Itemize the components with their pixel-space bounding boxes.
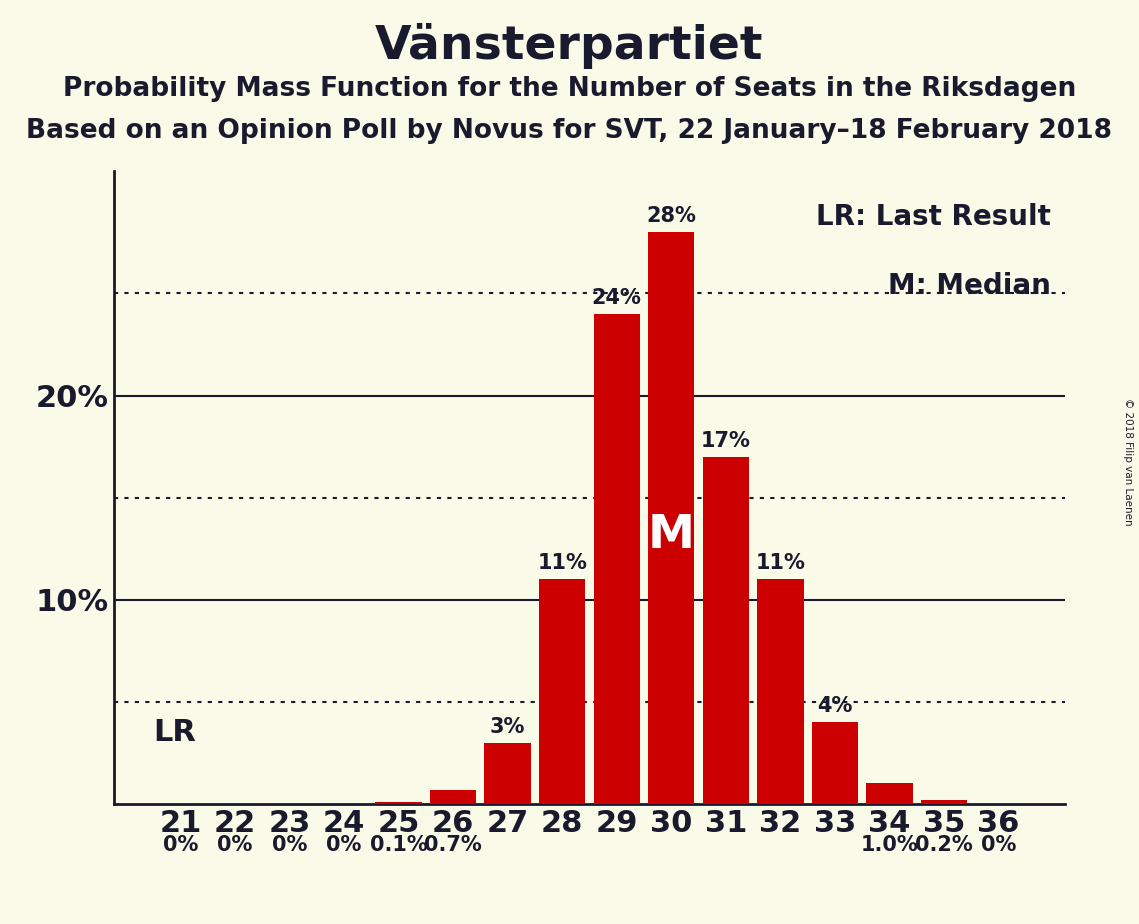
Bar (920, 800, 967, 804)
Text: 0%: 0% (326, 834, 362, 855)
Text: 0.2%: 0.2% (915, 834, 973, 855)
Text: M: Median: M: Median (887, 273, 1050, 300)
Text: 28%: 28% (646, 206, 696, 226)
Text: 0%: 0% (981, 834, 1016, 855)
Text: 17%: 17% (700, 431, 751, 451)
Bar (376, 802, 421, 804)
Text: Based on an Opinion Poll by Novus for SVT, 22 January–18 February 2018: Based on an Opinion Poll by Novus for SV… (26, 118, 1113, 144)
Text: 24%: 24% (592, 287, 641, 308)
Bar (812, 723, 858, 804)
Bar (539, 579, 585, 804)
Text: 4%: 4% (817, 696, 853, 716)
Text: 0%: 0% (272, 834, 308, 855)
Text: 0%: 0% (218, 834, 253, 855)
Text: M: M (648, 513, 695, 558)
Text: 1.0%: 1.0% (861, 834, 918, 855)
Text: 11%: 11% (538, 553, 587, 573)
Bar (484, 743, 531, 804)
Bar (429, 790, 476, 804)
Bar (867, 784, 912, 804)
Text: 11%: 11% (755, 553, 805, 573)
Bar (648, 232, 695, 804)
Text: 0%: 0% (163, 834, 198, 855)
Text: Probability Mass Function for the Number of Seats in the Riksdagen: Probability Mass Function for the Number… (63, 76, 1076, 102)
Text: Vänsterpartiet: Vänsterpartiet (375, 23, 764, 69)
Text: 0.7%: 0.7% (424, 834, 482, 855)
Text: LR: LR (153, 718, 196, 747)
Text: LR: Last Result: LR: Last Result (816, 202, 1050, 231)
Bar (703, 456, 749, 804)
Bar (757, 579, 803, 804)
Text: 0.1%: 0.1% (370, 834, 427, 855)
Text: 3%: 3% (490, 716, 525, 736)
Bar (593, 314, 640, 804)
Text: © 2018 Filip van Laenen: © 2018 Filip van Laenen (1123, 398, 1133, 526)
